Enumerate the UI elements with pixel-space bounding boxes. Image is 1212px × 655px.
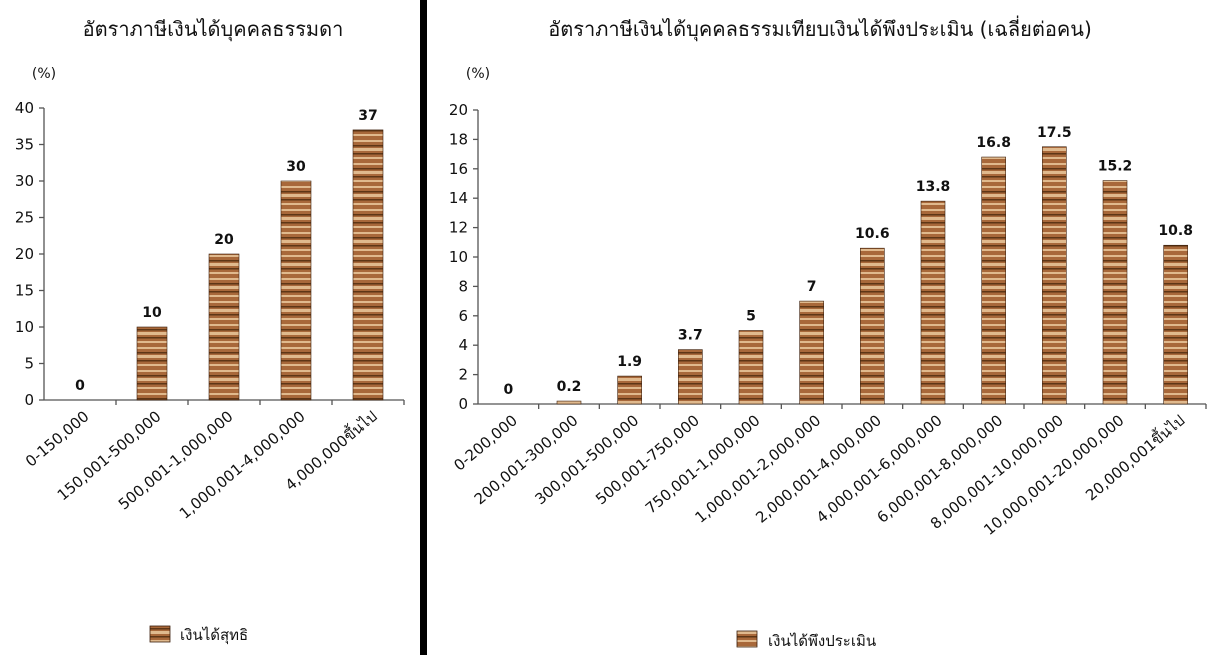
x-tick-label: 300,001-500,000: [531, 411, 642, 508]
y-tick-label: 12: [449, 219, 468, 237]
bar: [280, 180, 312, 401]
legend: เงินได้พึงประเมิน: [736, 630, 876, 650]
data-label: 7: [807, 279, 817, 295]
data-label: 0: [75, 378, 85, 394]
bar: [136, 326, 168, 401]
data-label: 0.2: [557, 379, 582, 395]
legend-label: เงินได้สุทธิ: [180, 626, 248, 645]
y-tick-label: 6: [458, 307, 468, 325]
legend-swatch: [736, 630, 758, 648]
data-label: 15.2: [1098, 159, 1133, 175]
legend-label: เงินได้พึงประเมิน: [768, 632, 876, 650]
data-label: 10.6: [855, 226, 890, 242]
data-label: 17.5: [1037, 125, 1072, 141]
x-tick-label: 500,001-750,000: [592, 411, 703, 508]
data-label: 30: [286, 159, 306, 175]
y-tick-label: 10: [15, 318, 34, 336]
bar: [799, 300, 824, 405]
y-tick-label: 10: [449, 248, 468, 266]
y-tick-label: 40: [15, 99, 34, 117]
data-label: 3.7: [678, 328, 703, 344]
x-tick-label: 1,000,001-4,000,000: [176, 407, 309, 522]
y-tick-label: 20: [15, 245, 34, 263]
y-tick-label: 35: [15, 136, 34, 154]
bar: [1163, 244, 1188, 405]
y-tick-label: 20: [449, 101, 468, 119]
y-tick-label: 0: [458, 395, 468, 413]
data-label: 10: [142, 305, 162, 321]
legend-swatch: [149, 625, 171, 643]
y-unit-label: (%): [32, 66, 56, 82]
bar: [617, 375, 642, 405]
y-tick-label: 30: [15, 172, 34, 190]
data-label: 1.9: [617, 354, 642, 370]
data-label: 10.8: [1158, 223, 1193, 239]
bar: [1042, 146, 1067, 405]
bar: [208, 253, 240, 401]
data-label: 5: [746, 309, 756, 325]
x-tick-label: 20,000,001ขึ้นไป: [1081, 410, 1188, 505]
bar: [352, 129, 384, 401]
data-label: 37: [358, 108, 377, 124]
data-label: 0: [503, 382, 513, 398]
y-tick-label: 16: [449, 160, 468, 178]
y-unit-label: (%): [466, 66, 490, 82]
bar: [738, 330, 764, 405]
bar: [860, 247, 885, 405]
bar: [920, 200, 946, 405]
net-income-tax-chart: อัตราภาษีเงินได้บุคคลธรรมดา (%) 0 10 20 30 3…: [15, 17, 405, 645]
y-tick-label: 4: [458, 336, 468, 354]
chart-title: อัตราภาษีเงินได้บุคคลธรรมดา: [83, 17, 344, 42]
x-tick-label: 750,001-1,000,000: [642, 411, 764, 517]
x-tick-label: 0-150,000: [22, 407, 93, 470]
legend: เงินได้สุทธิ: [149, 625, 248, 645]
y-tick-label: 25: [15, 209, 34, 227]
assessable-income-tax-chart: อัตราภาษีเงินได้บุคคลธรรมเทียบเงินได้พึง…: [449, 15, 1207, 650]
data-label: 20: [214, 232, 234, 248]
bar: [981, 156, 1006, 405]
y-tick-label: 15: [15, 282, 34, 300]
bar: [1102, 180, 1128, 405]
data-label: 13.8: [916, 179, 951, 195]
data-label: 16.8: [976, 135, 1011, 151]
bar: [678, 349, 703, 405]
y-tick-label: 0: [24, 391, 34, 409]
y-tick-label: 8: [458, 277, 468, 295]
y-tick-label: 14: [449, 189, 468, 207]
y-tick-label: 5: [24, 355, 34, 373]
y-tick-label: 2: [458, 366, 468, 384]
bar: [556, 400, 582, 405]
x-tick-label: 200,001-300,000: [471, 411, 582, 508]
chart-title: อัตราภาษีเงินได้บุคคลธรรมเทียบเงินได้พึง…: [548, 15, 1092, 42]
panel-divider: [420, 0, 427, 655]
y-tick-label: 18: [449, 130, 468, 148]
